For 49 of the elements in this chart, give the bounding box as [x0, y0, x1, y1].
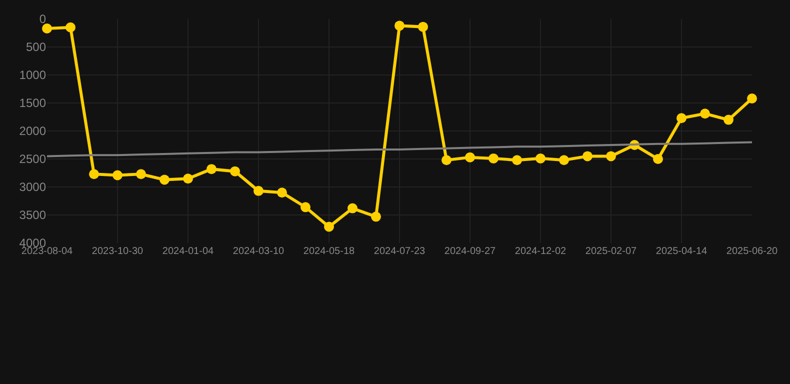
line-series	[47, 141, 752, 158]
point	[277, 188, 287, 198]
x-tick-label: 2025-02-07	[585, 246, 638, 257]
point	[394, 20, 404, 31]
point	[136, 169, 146, 180]
point	[559, 155, 569, 166]
x-tick-label: 2024-07-23	[374, 246, 426, 257]
point	[254, 186, 264, 196]
x-tick-label: 2024-09-27	[444, 246, 496, 257]
point	[676, 113, 686, 124]
y-tick-label: 3000	[19, 180, 46, 194]
point	[230, 166, 240, 176]
y-tick-label: 1000	[19, 68, 46, 82]
point	[582, 151, 592, 162]
point	[206, 164, 216, 174]
point	[653, 154, 663, 164]
x-tick-label: 2024-12-02	[514, 246, 567, 257]
point	[606, 151, 616, 162]
point	[89, 169, 99, 180]
point	[183, 174, 193, 184]
y-tick-label: 3500	[19, 208, 46, 222]
y-tick-label: 2500	[19, 152, 46, 166]
point	[300, 202, 310, 212]
point	[348, 203, 358, 214]
x-tick-label: 2024-05-18	[303, 246, 356, 257]
point	[700, 108, 710, 119]
point	[724, 114, 734, 125]
x-tick-label: 2025-06-20	[726, 246, 778, 257]
x-tick-label: 2025-04-14	[656, 246, 708, 257]
point	[747, 94, 757, 104]
point	[371, 212, 381, 222]
x-tick-label: 2024-01-04	[162, 246, 214, 257]
y-tick-label: 0	[39, 12, 46, 26]
point	[418, 22, 428, 32]
y-tick-label: 500	[26, 40, 46, 54]
y-tick-label: 1500	[19, 96, 46, 110]
point	[465, 152, 475, 162]
point	[42, 24, 52, 34]
point	[66, 22, 76, 32]
y-tick-label: 2000	[19, 124, 46, 138]
point	[324, 222, 334, 232]
point	[112, 170, 122, 180]
x-tick-label: 2023-10-30	[92, 246, 144, 257]
point	[488, 153, 498, 164]
point	[160, 174, 170, 185]
point	[442, 155, 452, 166]
point	[536, 153, 546, 164]
point	[512, 155, 522, 166]
x-tick-label: 2024-03-10	[232, 246, 285, 257]
